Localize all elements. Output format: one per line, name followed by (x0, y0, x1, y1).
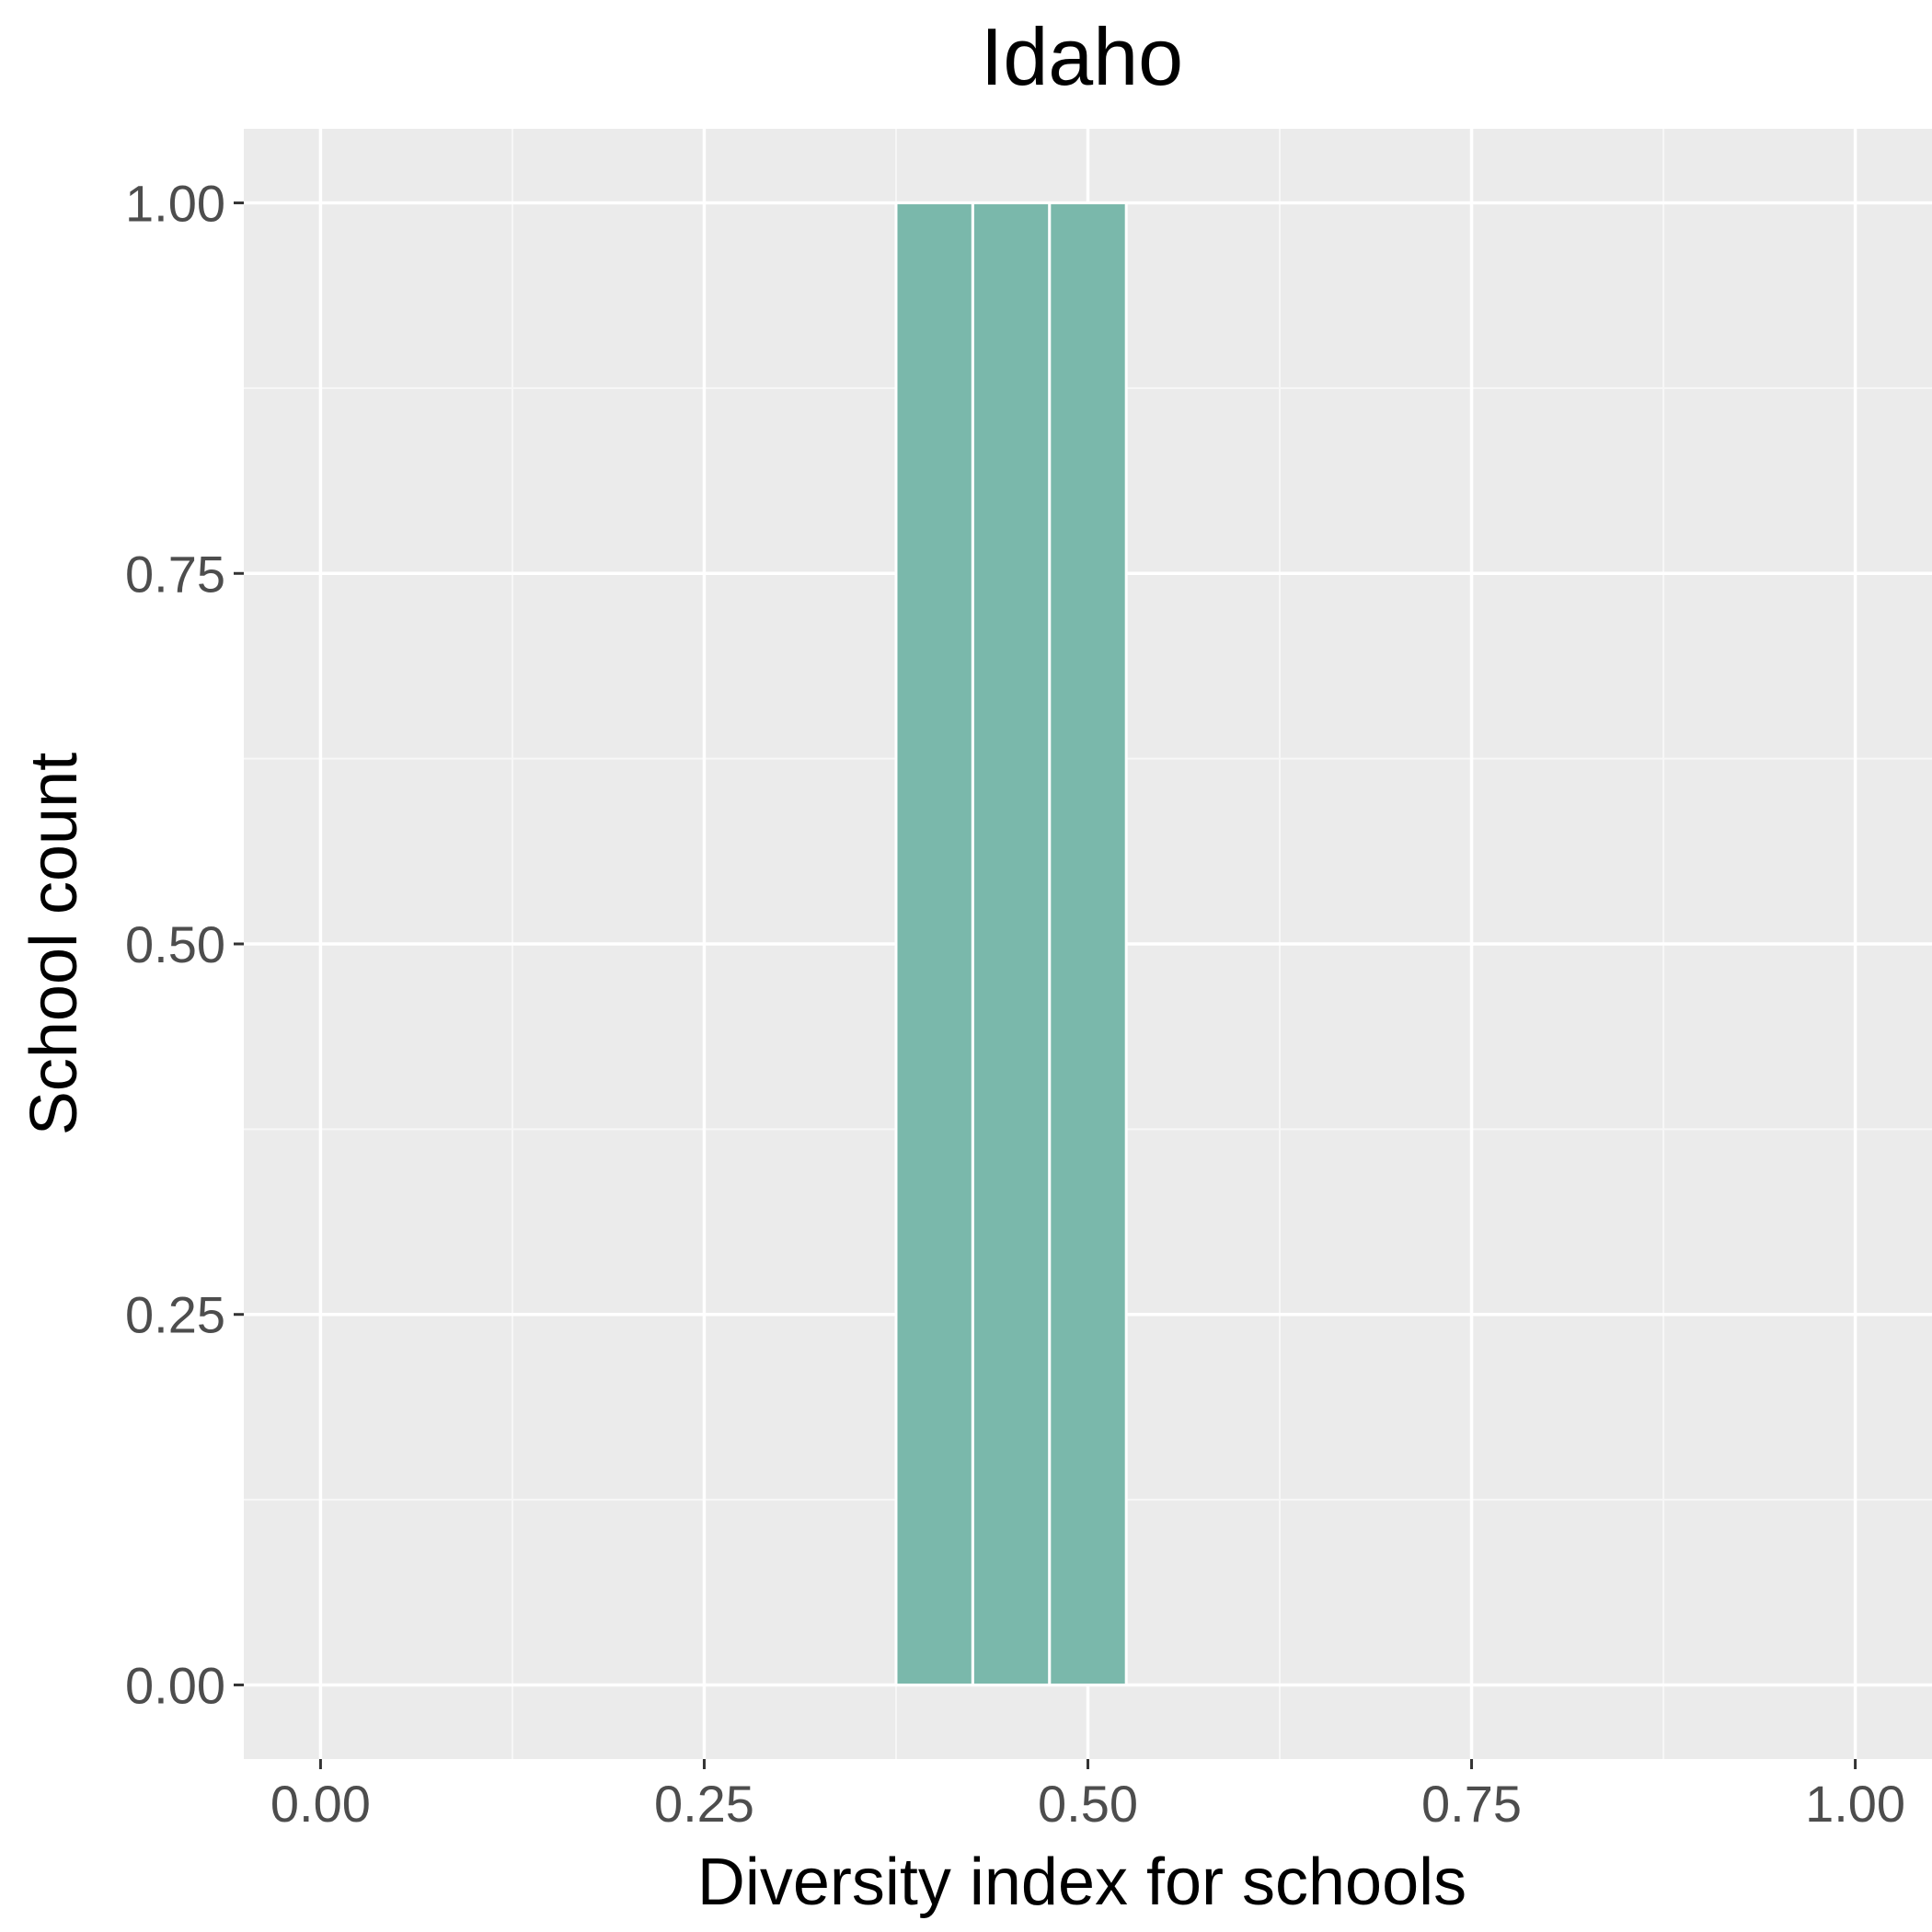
x-tick-label: 0.25 (654, 1775, 754, 1833)
histogram-bar (894, 201, 974, 1686)
y-tick-label: 0.25 (125, 1286, 225, 1344)
y-tick-label: 1.00 (125, 175, 225, 233)
x-tick-label: 0.75 (1421, 1775, 1522, 1833)
chart-title: Idaho (981, 11, 1183, 102)
histogram-bar (1048, 201, 1128, 1686)
y-tick-label: 0.75 (125, 545, 225, 603)
histogram-bar (971, 201, 1052, 1686)
y-axis-title: School count (17, 753, 91, 1135)
y-tick-label: 0.00 (125, 1656, 225, 1714)
x-axis: 0.00 0.25 0.50 0.75 1.00 (270, 1759, 1905, 1833)
histogram-bars (894, 201, 1128, 1686)
x-tick-label: 0.00 (270, 1775, 371, 1833)
x-tick-label: 0.50 (1038, 1775, 1138, 1833)
y-axis: 0.00 0.25 0.50 0.75 1.00 (125, 175, 244, 1714)
y-tick-label: 0.50 (125, 915, 225, 973)
x-axis-title: Diversity index for schools (697, 1846, 1466, 1919)
x-tick-label: 1.00 (1805, 1775, 1905, 1833)
